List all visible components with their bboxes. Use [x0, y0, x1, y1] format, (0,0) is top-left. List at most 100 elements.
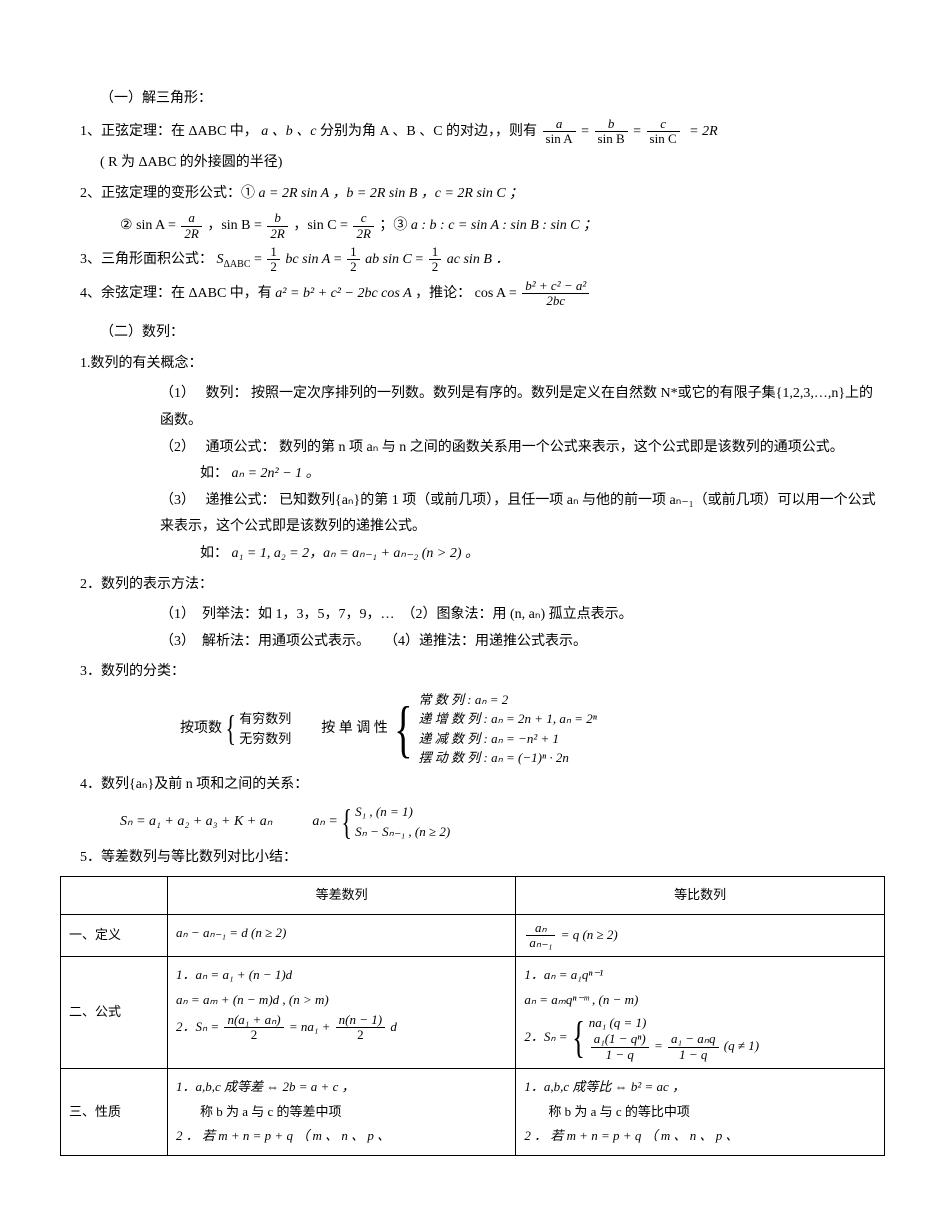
item-2-5: 5．等差数列与等比数列对比小结：	[80, 845, 885, 872]
text: = 2R	[689, 124, 718, 139]
table-header-row: 等差数列 等比数列	[61, 877, 885, 915]
fraction: 12	[429, 245, 442, 275]
item-2-4: 4．数列{aₙ}及前 n 项和之间的关系：	[80, 772, 885, 799]
item-2-3-body: 按项数 { 有穷数列 无穷数列 按 单 调 性 { 常 数 列 : aₙ = 2…	[180, 690, 885, 768]
den: 2	[429, 260, 442, 274]
eq: =	[581, 124, 592, 139]
eq: aₙ − aₙ₋₁ = d (n ≥ 2)	[176, 925, 286, 940]
text: (q ≠ 1)	[724, 1038, 759, 1053]
text: 3、三角形面积公式：	[80, 252, 213, 267]
den: aₙ₋₁	[526, 936, 555, 950]
fraction: asin A	[543, 117, 576, 147]
line: aₙ = aₘqⁿ⁻ᵐ , (n − m)	[524, 988, 876, 1013]
line: 1．aₙ = a₁ + (n − 1)d	[176, 963, 507, 988]
line: 有穷数列	[239, 709, 291, 729]
line: 称 b 为 a 与 c 的等差中项	[200, 1100, 507, 1125]
th-geom: 等比数列	[516, 877, 885, 915]
table-row: 一、定义 aₙ − aₙ₋₁ = d (n ≥ 2) aₙaₙ₋₁ = q (n…	[61, 914, 885, 957]
head: 递推公式：	[206, 493, 276, 508]
cell: 1．aₙ = a₁qⁿ⁻¹ aₙ = aₘqⁿ⁻ᵐ , (n − m) 2．Sₙ…	[516, 957, 885, 1068]
line: 常 数 列 : aₙ = 2	[419, 690, 597, 710]
fraction: n(a₁ + aₙ)2	[224, 1013, 283, 1043]
text: 中，有	[230, 286, 276, 301]
eq: =	[254, 252, 265, 267]
den: sin B	[595, 132, 628, 146]
text: 2、正弦定理的变形公式：①	[80, 186, 259, 201]
den: 2R	[353, 227, 373, 241]
num: c	[353, 211, 373, 226]
text: 1、正弦定理：在	[80, 124, 189, 139]
num: 1	[347, 245, 360, 260]
brace-icon: {	[341, 808, 351, 837]
den: 2bc	[522, 294, 589, 308]
stack: 常 数 列 : aₙ = 2 递 增 数 列 : aₙ = 2n + 1, aₙ…	[419, 690, 597, 768]
text: bc sin A	[285, 252, 330, 267]
eq: a₁ = 1, a₂ = 2，aₙ = aₙ₋₁ + aₙ₋₂ (n > 2) …	[232, 546, 480, 561]
text: ab sin C	[365, 252, 412, 267]
num: a	[181, 211, 201, 226]
fraction: n(n − 1)2	[336, 1013, 385, 1043]
cell: 1．a,b,c 成等比 ⇔ b² = ac ， 称 b 为 a 与 c 的等比中…	[516, 1068, 885, 1155]
item-1-4: 4、余弦定理：在 ΔABC 中，有 a² = b² + c² − 2bc cos…	[80, 279, 885, 309]
text: 分别为角	[320, 124, 380, 139]
item-2-1-3: （3） 递推公式： 已知数列{aₙ}的第 1 项（或前几项），且任一项 aₙ 与…	[160, 488, 885, 541]
text: 2．Sₙ =	[524, 1025, 567, 1050]
item-2-3: 3．数列的分类：	[80, 659, 885, 686]
text: S	[217, 252, 224, 267]
label: （3）	[160, 493, 188, 508]
num: 1	[429, 245, 442, 260]
num: a	[543, 117, 576, 132]
text: ，sin B =	[207, 218, 265, 233]
line: 称 b 为 a 与 c 的等比中项	[548, 1100, 876, 1125]
body: 数列的第 n 项 aₙ 与 n 之间的函数关系用一个公式来表示，这个公式即是该数…	[279, 440, 844, 455]
cell: aₙaₙ₋₁ = q (n ≥ 2)	[516, 914, 885, 957]
num: c	[647, 117, 680, 132]
eq: aₙ = 2n² − 1 。	[232, 466, 320, 481]
fraction: bsin B	[595, 117, 628, 147]
line: 1．a,b,c 成等差 ⇔ 2b = a + c ，	[176, 1075, 507, 1100]
item-2-1-2: （2） 通项公式： 数列的第 n 项 aₙ 与 n 之间的函数关系用一个公式来表…	[160, 435, 885, 462]
line: 1．aₙ = a₁qⁿ⁻¹	[524, 963, 876, 988]
fraction: 12	[347, 245, 360, 275]
row-label: 二、公式	[61, 957, 168, 1068]
num: n(a₁ + aₙ)	[224, 1013, 283, 1028]
th-arith: 等差数列	[168, 877, 516, 915]
item-2-2: 2．数列的表示方法：	[80, 572, 885, 599]
fraction: aₙaₙ₋₁	[526, 921, 555, 951]
section1-title: （一）解三角形：	[100, 86, 885, 113]
line: 无穷数列	[239, 729, 291, 749]
line: 2．Sₙ = { na₁ (q = 1) a₁(1 − qⁿ)1 − q = a…	[524, 1013, 876, 1062]
text: A 、B 、C	[380, 124, 443, 139]
den: 2	[267, 260, 280, 274]
text: = q (n ≥ 2)	[561, 927, 618, 942]
text: 如：	[200, 466, 228, 481]
line: 递 增 数 列 : aₙ = 2n + 1, aₙ = 2ⁿ	[419, 709, 597, 729]
text: =	[654, 1038, 666, 1053]
text: = na₁ +	[289, 1019, 334, 1034]
text: ΔABC	[189, 124, 227, 139]
num: b	[595, 117, 628, 132]
item-2-4-body: Sₙ = a₁ + a₂ + a₃ + K + aₙ aₙ = { S₁ , (…	[120, 802, 885, 841]
brace-icon: {	[394, 703, 412, 754]
head: 数列：	[206, 386, 248, 401]
table-row: 三、性质 1．a,b,c 成等差 ⇔ 2b = a + c ， 称 b 为 a …	[61, 1068, 885, 1155]
fraction: a₁ − aₙq1 − q	[668, 1032, 718, 1062]
row-label: 一、定义	[61, 914, 168, 957]
text: d	[390, 1019, 397, 1034]
num: a₁(1 − qⁿ)	[591, 1032, 649, 1047]
text: ( R 为 ΔABC 的外接圆的半径)	[100, 155, 282, 170]
line: S₁ , (n = 1)	[355, 802, 450, 822]
num: aₙ	[526, 921, 555, 936]
num: a₁ − aₙq	[668, 1032, 718, 1047]
item-1-2: 2、正弦定理的变形公式：① a = 2R sin A ，b = 2R sin B…	[80, 181, 885, 208]
stack: 有穷数列 无穷数列	[239, 709, 291, 748]
num: n(n − 1)	[336, 1013, 385, 1028]
den: sin A	[543, 132, 576, 146]
den: 1 − q	[668, 1048, 718, 1062]
text: ；③	[379, 218, 411, 233]
fraction: 12	[267, 245, 280, 275]
cell: 1．aₙ = a₁ + (n − 1)d aₙ = aₘ + (n − m)d …	[168, 957, 516, 1068]
text: ，sin C =	[293, 218, 351, 233]
line: Sₙ − Sₙ₋₁ , (n ≥ 2)	[355, 822, 450, 842]
text: 4、余弦定理：在	[80, 286, 189, 301]
